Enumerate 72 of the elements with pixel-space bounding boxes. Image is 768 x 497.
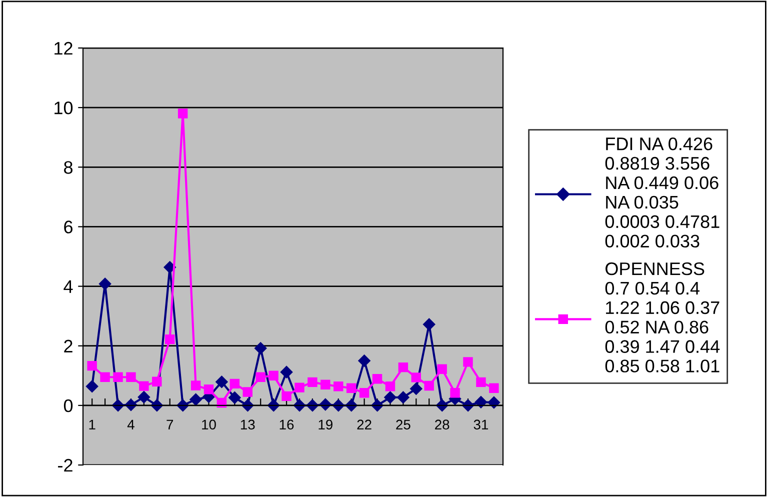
point — [358, 354, 370, 367]
point — [256, 372, 266, 382]
y-tick-label: -2 — [58, 458, 72, 472]
point — [216, 398, 227, 408]
point — [411, 372, 422, 382]
y-tick-label: 12 — [54, 42, 72, 55]
point — [397, 391, 410, 404]
point — [489, 383, 499, 394]
point — [178, 108, 188, 118]
point — [204, 384, 214, 394]
point — [100, 372, 110, 382]
point — [474, 396, 488, 408]
legend-label: FDI NA 0.426 0.8819 3.556 NA 0.449 0.06 NA 0.035 0.0003 0.4781 0.002 0.033 — [605, 137, 720, 248]
y-tick-label: 0 — [64, 399, 73, 412]
point — [124, 398, 138, 411]
point — [423, 318, 436, 331]
point — [113, 372, 123, 382]
point — [190, 393, 202, 406]
x-tick-label: 28 — [435, 420, 450, 430]
x-tick-label: 13 — [240, 420, 255, 430]
point — [190, 380, 201, 390]
x-tick-label: 22 — [357, 420, 372, 430]
point — [216, 376, 228, 388]
point — [280, 366, 293, 378]
point — [437, 364, 447, 374]
point — [398, 362, 408, 372]
y-tick-label: 8 — [64, 161, 72, 174]
point — [126, 372, 136, 382]
point — [152, 376, 162, 386]
point — [230, 378, 240, 389]
point — [164, 334, 175, 344]
legend-label: OPENNESS 0.7 0.54 0.4 1.22 1.06 0.37 0.52 NA 0.86 0.39 1.47 0.44 0.85 0.58 1.01 — [605, 262, 720, 372]
point — [463, 357, 473, 367]
y-tick-label: 2 — [64, 340, 72, 352]
point — [228, 392, 241, 404]
point — [254, 342, 267, 354]
x-tick-label: 4 — [127, 420, 134, 430]
point — [476, 377, 486, 388]
y-tick-label: 10 — [54, 102, 73, 114]
point — [410, 382, 422, 395]
x-tick-label: 7 — [166, 420, 174, 430]
point — [346, 383, 356, 394]
x-tick-label: 10 — [202, 420, 216, 430]
point — [488, 396, 500, 409]
point — [87, 360, 97, 371]
point — [268, 370, 278, 381]
point — [334, 382, 344, 392]
x-tick-label: 1 — [89, 420, 96, 430]
point — [294, 382, 304, 392]
point — [138, 390, 150, 404]
point — [450, 388, 460, 398]
point — [359, 388, 370, 398]
point — [242, 387, 252, 397]
y-tick-label: 6 — [64, 220, 72, 234]
point — [319, 398, 332, 411]
y-tick-label: 4 — [64, 280, 73, 293]
point — [164, 261, 176, 274]
x-tick-label: 19 — [318, 420, 332, 430]
point — [139, 381, 149, 391]
point — [320, 380, 330, 390]
x-tick-label: 31 — [474, 420, 488, 430]
point — [424, 380, 434, 391]
point — [98, 278, 112, 290]
point — [371, 399, 384, 412]
point — [308, 377, 318, 388]
point — [86, 380, 98, 392]
point — [384, 391, 396, 404]
x-tick-label: 25 — [396, 420, 410, 430]
x-tick-label: 16 — [280, 420, 294, 430]
point — [385, 382, 396, 392]
point — [282, 391, 292, 402]
point — [372, 374, 382, 384]
